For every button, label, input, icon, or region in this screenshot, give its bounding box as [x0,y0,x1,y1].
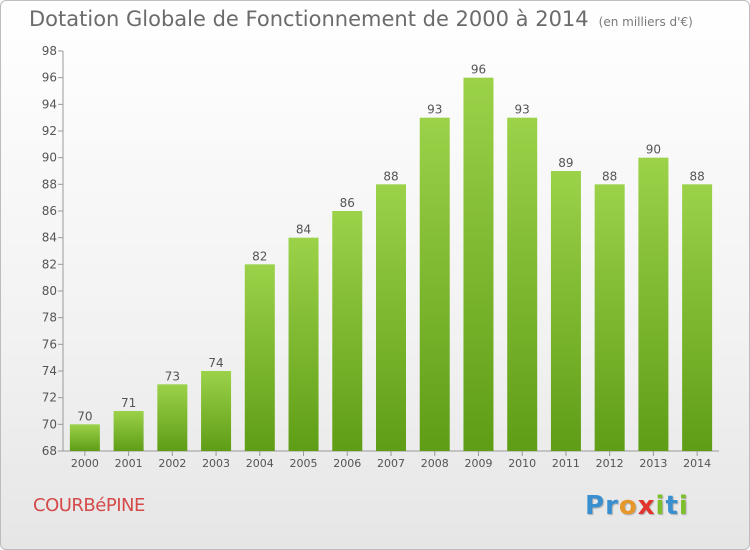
bar [332,211,363,451]
x-tick-label: 2000 [71,457,99,470]
bar [288,237,319,451]
logo-letter: i [678,491,689,521]
data-label: 89 [558,156,573,170]
y-tick-label: 76 [42,337,57,351]
x-tick-label: 2011 [552,457,580,470]
data-label: 88 [383,169,398,183]
commune-name: COURBéPINE [33,495,145,516]
y-tick-label: 72 [42,391,57,405]
x-tick-label: 2009 [464,457,492,470]
proxiti-logo[interactable]: Proxiti [585,491,689,521]
data-label: 86 [340,196,355,210]
bars-group [69,77,713,452]
bar [638,157,669,451]
x-tick-label: 2002 [158,457,186,470]
data-label: 70 [77,409,92,423]
logo-letter: o [618,491,638,521]
bar [201,371,232,451]
y-tick-label: 86 [42,204,57,218]
data-label: 88 [689,169,704,183]
x-tick-label: 2006 [333,457,361,470]
x-tick-label: 2007 [377,457,405,470]
logo-letter: P [585,491,606,521]
y-tick-label: 82 [42,257,57,271]
x-tick-label: 2004 [246,457,274,470]
bar [550,171,581,451]
data-label: 82 [252,249,267,263]
data-label: 73 [165,369,180,383]
data-label: 84 [296,223,311,237]
chart-title: Dotation Globale de Fonctionnement de 20… [29,7,693,31]
y-tick-label: 94 [42,97,57,111]
chart-subtitle: (en milliers d'€) [598,15,693,29]
x-tick-label: 2008 [421,457,449,470]
logo-letter: r [605,491,619,521]
y-tick-label: 98 [42,44,57,58]
x-tick-label: 2012 [596,457,624,470]
y-tick-label: 96 [42,71,57,85]
y-tick-label: 80 [42,284,57,298]
y-tick-label: 74 [42,364,57,378]
axes: 68 70 72 74 76 78 80 82 84 86 88 90 92 94 96 98 [42,44,719,458]
x-tick-label: 2010 [508,457,536,470]
data-label: 93 [515,103,530,117]
x-tick-label: 2013 [639,457,667,470]
y-tick-label: 90 [42,151,57,165]
y-tick-label: 84 [42,231,57,245]
y-tick-label: 88 [42,177,57,191]
labels-group: 2000 70 2001 71 2002 73 2003 74 2004 82 2005 84 2006… [71,63,711,470]
bar [419,117,450,452]
data-label: 88 [602,169,617,183]
x-tick-label: 2001 [115,457,143,470]
y-tick-label: 68 [42,444,57,458]
bar [157,384,188,451]
logo-letter: t [665,491,679,521]
logo-letter: i [655,491,666,521]
bar [594,184,625,452]
data-label: 74 [208,356,223,370]
data-label: 96 [471,63,486,77]
bar [376,184,406,452]
bar [113,411,144,451]
y-tick-label: 92 [42,124,57,138]
x-tick-label: 2014 [683,457,711,470]
data-label: 71 [121,396,136,410]
bar [69,424,100,451]
y-tick-label: 78 [42,311,57,325]
data-label: 90 [646,143,661,157]
y-tick-label: 70 [42,417,57,431]
bar [507,117,538,452]
x-tick-label: 2003 [202,457,230,470]
data-label: 93 [427,103,442,117]
x-tick-label: 2005 [290,457,318,470]
bar [244,264,275,451]
title-text: Dotation Globale de Fonctionnement de 20… [29,7,589,31]
bar [682,184,713,452]
logo-letter: x [637,491,656,521]
bar [463,77,494,452]
